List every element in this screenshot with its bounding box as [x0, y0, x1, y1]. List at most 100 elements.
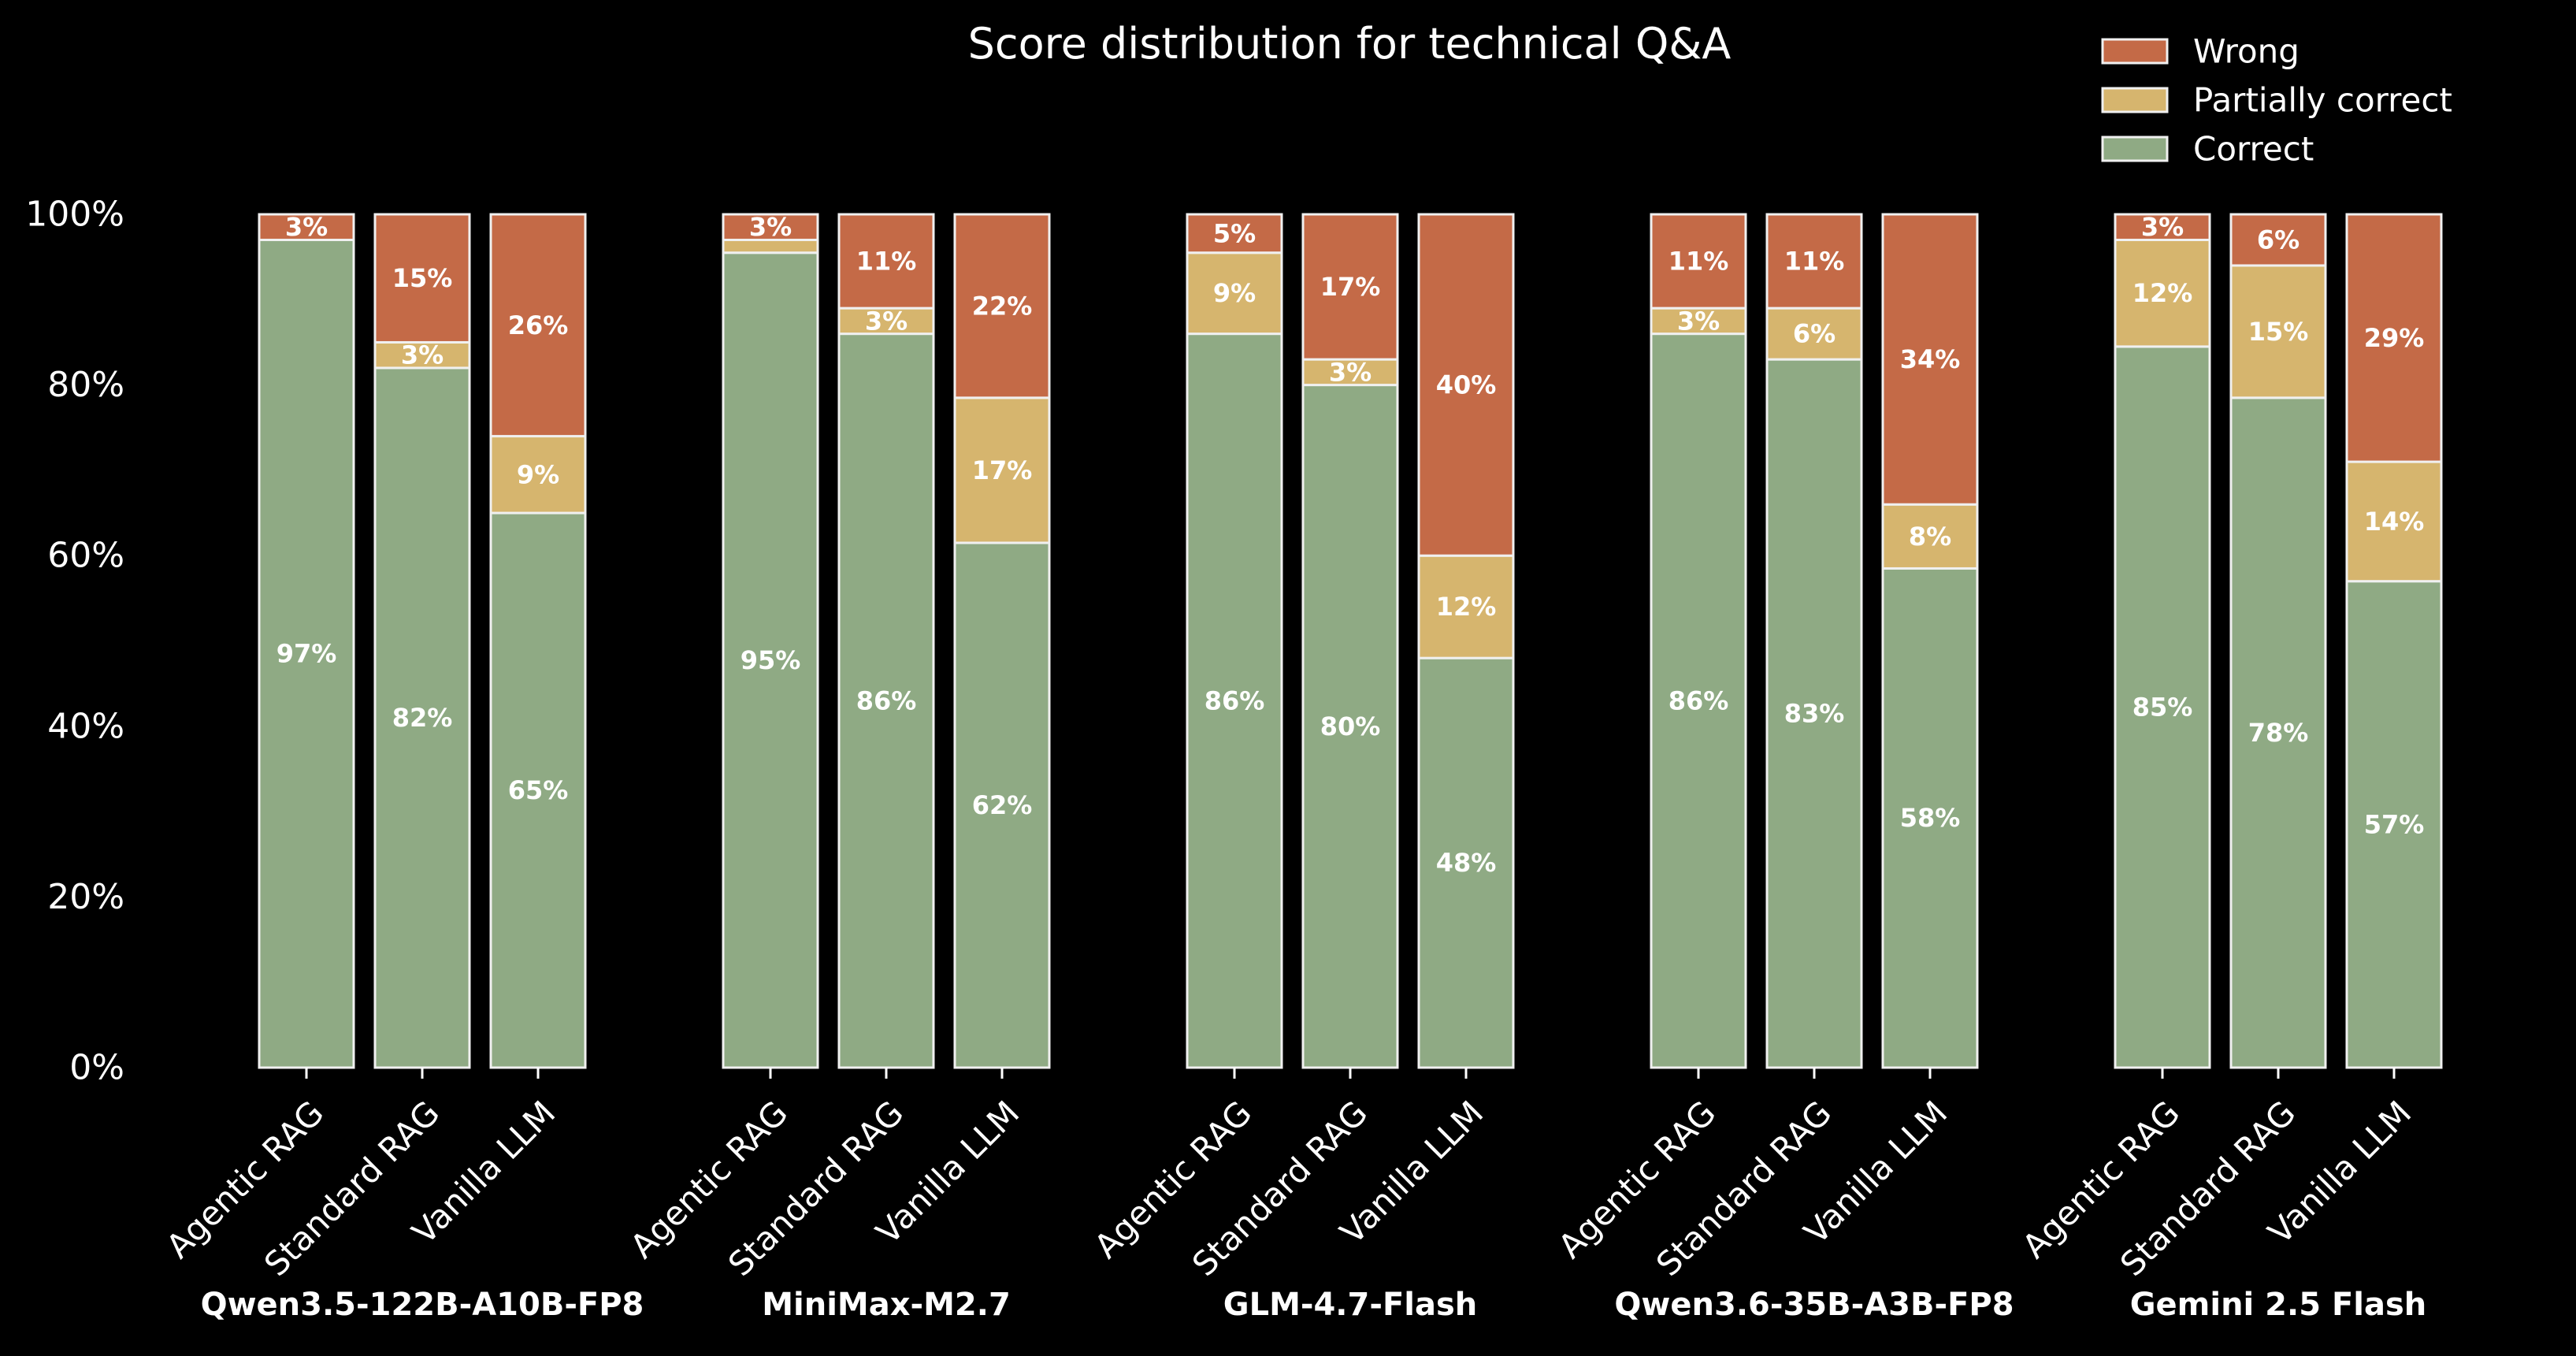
- group-label: MiniMax-M2.7: [762, 1287, 1011, 1323]
- group-label: GLM-4.7-Flash: [1223, 1287, 1478, 1323]
- legend-label-wrong: Wrong: [2193, 32, 2299, 71]
- legend-swatch-partially-correct: [2101, 87, 2169, 113]
- data-label: 9%: [1213, 278, 1256, 308]
- data-label: 14%: [2364, 507, 2425, 537]
- data-label: 17%: [1320, 272, 1381, 302]
- group-label: Qwen3.5-122B-A10B-FP8: [201, 1287, 644, 1323]
- bar-segment-partially-correct: [2229, 264, 2327, 399]
- y-tick-label: 60%: [47, 536, 124, 576]
- y-tick-label: 0%: [69, 1048, 124, 1088]
- data-label: 3%: [401, 340, 444, 370]
- data-label: 15%: [392, 263, 453, 293]
- data-label: 40%: [1436, 370, 1497, 400]
- data-label: 8%: [1909, 522, 1951, 552]
- data-label: 57%: [2364, 809, 2425, 839]
- bar-group-qwen3-6-35b-a3b-fp8: 86% 3% 11% 83% 6% 11% 58% 8% 34%: [1650, 213, 1979, 1069]
- bar-segment-wrong: [373, 213, 471, 344]
- data-label: 34%: [1900, 344, 1961, 374]
- bar-segment-wrong: [2229, 213, 2327, 267]
- data-label: 3%: [2141, 212, 2184, 242]
- bar-segment-correct: [1765, 358, 1863, 1069]
- bar-segment-wrong: [1765, 213, 1863, 310]
- bar-segment-wrong: [837, 213, 935, 310]
- data-label: 86%: [856, 685, 917, 715]
- data-label: 97%: [277, 639, 337, 669]
- bar-segment-wrong: [1650, 213, 1747, 310]
- bar-segment-wrong: [258, 213, 355, 241]
- data-label: 3%: [1677, 306, 1720, 336]
- data-label: 22%: [972, 291, 1033, 321]
- legend-label-correct: Correct: [2193, 130, 2314, 169]
- bar-segment-partially-correct: [837, 306, 935, 336]
- data-label: 12%: [2132, 278, 2193, 308]
- bar-group-minimax-m2-7: 95% 3% 86% 3% 11% 62% 17% 22%: [722, 212, 1051, 1069]
- bar-segment-partially-correct: [1765, 306, 1863, 361]
- data-label: 62%: [972, 790, 1033, 820]
- data-label: 11%: [1668, 247, 1729, 277]
- bar-segment-partially-correct: [953, 396, 1051, 544]
- bar-segment-correct: [1301, 384, 1399, 1069]
- data-label: 65%: [508, 775, 569, 805]
- y-axis: 0% 20% 40% 60% 80% 100%: [25, 195, 124, 1088]
- chart-title: Score distribution for technical Q&A: [968, 19, 1732, 69]
- y-tick-label: 20%: [47, 877, 124, 917]
- data-label: 26%: [508, 310, 569, 340]
- legend-swatch-wrong: [2101, 38, 2169, 65]
- bar-segment-partially-correct: [2114, 238, 2211, 348]
- legend-label-partially-correct: Partially correct: [2193, 81, 2452, 120]
- bar-segment-partially-correct: [489, 435, 587, 515]
- legend-swatch-correct: [2101, 136, 2169, 162]
- data-label: 78%: [2248, 718, 2309, 748]
- bar-segment-partially-correct: [1881, 503, 1979, 570]
- legend: Wrong Partially correct Correct: [2101, 32, 2452, 169]
- data-label: 83%: [1784, 699, 1845, 729]
- bar-segment-correct: [2229, 396, 2327, 1069]
- data-label: 11%: [1784, 247, 1845, 277]
- data-label: 82%: [392, 703, 453, 733]
- data-label: 58%: [1900, 803, 1961, 833]
- y-tick-label: 80%: [47, 365, 124, 405]
- data-label: 9%: [517, 459, 559, 489]
- data-label: 11%: [856, 247, 917, 277]
- y-tick-label: 100%: [25, 195, 124, 235]
- bar-segment-correct: [1650, 332, 1747, 1069]
- data-label: 3%: [749, 212, 792, 242]
- bar-groups: 97% 3% 82% 3% 15% 65% 9% 26% 95% 3% 86% 3% 11% 62% 17%…: [258, 212, 2443, 1069]
- data-label: 95%: [741, 645, 801, 675]
- data-label: 29%: [2364, 323, 2425, 353]
- data-label: 17%: [972, 455, 1033, 485]
- data-label: 48%: [1436, 848, 1497, 878]
- bar-segment-correct: [1186, 332, 1283, 1069]
- data-label: 85%: [2132, 692, 2193, 722]
- data-label: 86%: [1668, 685, 1729, 715]
- data-label: 6%: [2257, 225, 2299, 254]
- data-label: 5%: [1213, 218, 1256, 248]
- bar-group-gemini-2-5-flash: 85% 12% 3% 78% 15% 6% 57% 14% 29%: [2114, 212, 2443, 1069]
- data-label: 15%: [2248, 317, 2309, 347]
- bar-segment-correct: [722, 251, 819, 1069]
- bar-group-glm-4-7-flash: 86% 9% 5% 80% 3% 17% 48% 12% 40%: [1186, 213, 1515, 1069]
- group-label: Qwen3.6-35B-A3B-FP8: [1614, 1287, 2014, 1323]
- bar-segment-wrong: [489, 213, 587, 438]
- bar-segment-wrong: [2345, 213, 2443, 463]
- data-label: 80%: [1320, 711, 1381, 741]
- bar-segment-partially-correct: [1417, 554, 1515, 659]
- bar-segment-partially-correct: [2345, 460, 2443, 583]
- data-label: 3%: [285, 212, 328, 242]
- data-label: 3%: [865, 306, 908, 336]
- data-label: 86%: [1204, 685, 1265, 715]
- bar-segment-wrong: [953, 213, 1051, 399]
- group-label: Gemini 2.5 Flash: [2130, 1287, 2427, 1323]
- bar-segment-wrong: [1186, 213, 1283, 254]
- bar-segment-wrong: [1881, 213, 1979, 506]
- y-tick-label: 40%: [47, 706, 124, 746]
- bar-segment-correct: [2345, 580, 2443, 1069]
- data-label: 6%: [1793, 319, 1835, 349]
- bar-segment-wrong: [1301, 213, 1399, 361]
- bar-segment-correct: [1881, 567, 1979, 1069]
- bar-segment-correct: [258, 238, 355, 1069]
- bar-group-qwen3-5-122b-a10b-fp8: 97% 3% 82% 3% 15% 65% 9% 26%: [258, 212, 587, 1069]
- bar-segment-wrong: [722, 213, 819, 241]
- bar-segment-wrong: [2114, 213, 2211, 241]
